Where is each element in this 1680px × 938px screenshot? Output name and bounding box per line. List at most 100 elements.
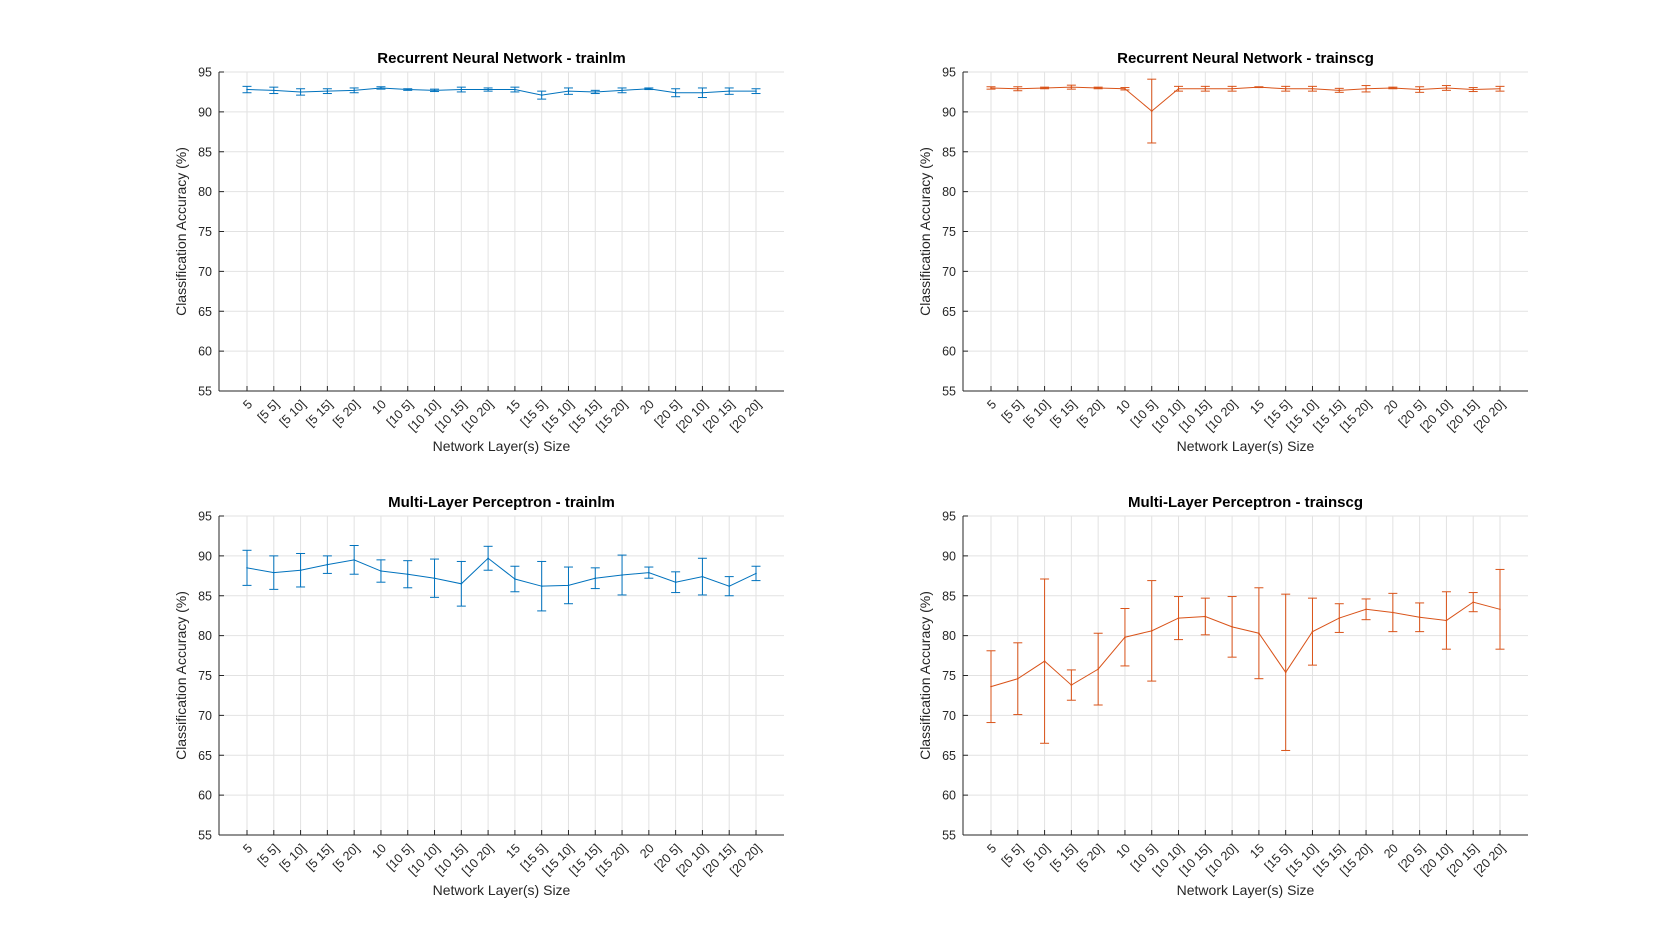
data-point	[701, 91, 704, 94]
x-tick-label: 5	[240, 397, 255, 412]
data-point	[1445, 619, 1448, 622]
y-tick-label: 90	[942, 105, 956, 119]
y-tick-label: 75	[942, 669, 956, 683]
x-tick-label: 10	[369, 841, 389, 861]
data-point	[621, 89, 623, 92]
data-point	[380, 87, 382, 89]
y-tick-label: 75	[198, 669, 212, 683]
data-point	[1284, 87, 1287, 90]
chart-title: Recurrent Neural Network - trainscg	[1117, 50, 1374, 67]
x-tick-label: [5 15]	[303, 397, 335, 429]
data-point	[674, 91, 677, 94]
x-tick-label: 5	[240, 841, 255, 856]
x-tick-label: 20	[1381, 841, 1401, 861]
x-tick-label: [5 10]	[1021, 397, 1053, 429]
y-tick-label: 55	[198, 385, 212, 399]
x-tick-label: [5 20]	[330, 841, 362, 873]
data-point	[1499, 608, 1501, 611]
chart-title: Recurrent Neural Network - trainlm	[377, 50, 625, 67]
data-point	[621, 574, 623, 576]
data-point	[1284, 671, 1287, 674]
data-point	[1365, 608, 1367, 611]
x-tick-label: [5 20]	[330, 397, 362, 429]
y-tick-label: 70	[942, 265, 956, 279]
data-point	[326, 90, 329, 92]
x-axis-label: Network Layer(s) Size	[433, 882, 571, 898]
y-tick-label: 95	[198, 510, 212, 524]
data-point	[755, 572, 757, 575]
y-tick-label: 65	[198, 749, 212, 763]
x-tick-label: 10	[369, 397, 389, 417]
data-point	[1204, 87, 1207, 90]
data-point	[1418, 88, 1421, 91]
data-point	[1338, 617, 1341, 619]
y-tick-label: 65	[198, 305, 212, 319]
data-point	[1097, 87, 1099, 89]
x-tick-label: [5 10]	[277, 841, 309, 873]
x-tick-label: [5 15]	[303, 841, 335, 873]
data-point	[1258, 86, 1260, 88]
data-point	[1472, 88, 1475, 91]
x-tick-label: 10	[1113, 397, 1133, 417]
chart-title: Multi-Layer Perceptron - trainlm	[388, 494, 615, 511]
data-point	[990, 87, 992, 89]
y-tick-label: 55	[942, 385, 956, 399]
y-tick-label: 85	[942, 589, 956, 603]
y-tick-label: 65	[942, 305, 956, 319]
y-tick-label: 90	[198, 549, 212, 563]
data-point	[728, 585, 731, 587]
y-tick-label: 95	[942, 510, 956, 524]
y-tick-label: 85	[942, 145, 956, 159]
data-point	[648, 87, 650, 90]
data-point	[1311, 87, 1314, 90]
data-point	[1177, 617, 1180, 619]
x-tick-label: [5 20]	[1074, 397, 1106, 429]
data-point	[1365, 87, 1367, 90]
data-point	[1070, 684, 1073, 686]
y-axis-label: Classification Accuracy (%)	[173, 591, 189, 760]
x-tick-label: [5 15]	[1047, 841, 1079, 873]
y-axis-label: Classification Accuracy (%)	[917, 147, 933, 316]
y-tick-label: 90	[942, 549, 956, 563]
series-line	[246, 557, 757, 587]
data-point	[594, 577, 597, 580]
y-tick-label: 90	[198, 105, 212, 119]
data-point	[728, 90, 731, 92]
y-tick-label: 95	[942, 66, 956, 80]
data-point	[1445, 87, 1448, 89]
data-point	[1124, 636, 1126, 639]
data-point	[1070, 86, 1073, 88]
y-tick-label: 75	[198, 225, 212, 239]
x-tick-label: [5 10]	[1021, 841, 1053, 873]
data-point	[487, 88, 489, 91]
y-tick-label: 60	[942, 345, 956, 359]
data-point	[514, 578, 516, 580]
data-point	[1338, 89, 1341, 92]
y-tick-label: 80	[942, 185, 956, 199]
y-tick-label: 65	[942, 749, 956, 763]
data-point	[1418, 616, 1421, 619]
x-tick-label: 15	[1247, 841, 1267, 861]
data-point	[1016, 87, 1019, 90]
data-point	[246, 88, 248, 91]
data-point	[1124, 87, 1126, 90]
x-tick-label: [5 15]	[1047, 397, 1079, 429]
data-point	[1472, 601, 1475, 603]
data-point	[990, 685, 992, 688]
data-point	[701, 575, 704, 578]
data-point	[406, 88, 409, 91]
data-point	[380, 570, 382, 572]
x-tick-label: 15	[1247, 397, 1267, 417]
data-point	[1258, 632, 1260, 635]
data-point	[1016, 677, 1019, 680]
data-point	[1150, 110, 1153, 112]
x-tick-label: 15	[503, 397, 523, 417]
data-point	[299, 91, 302, 93]
data-point	[1150, 630, 1153, 632]
data-point	[594, 91, 597, 93]
y-tick-label: 70	[942, 709, 956, 723]
